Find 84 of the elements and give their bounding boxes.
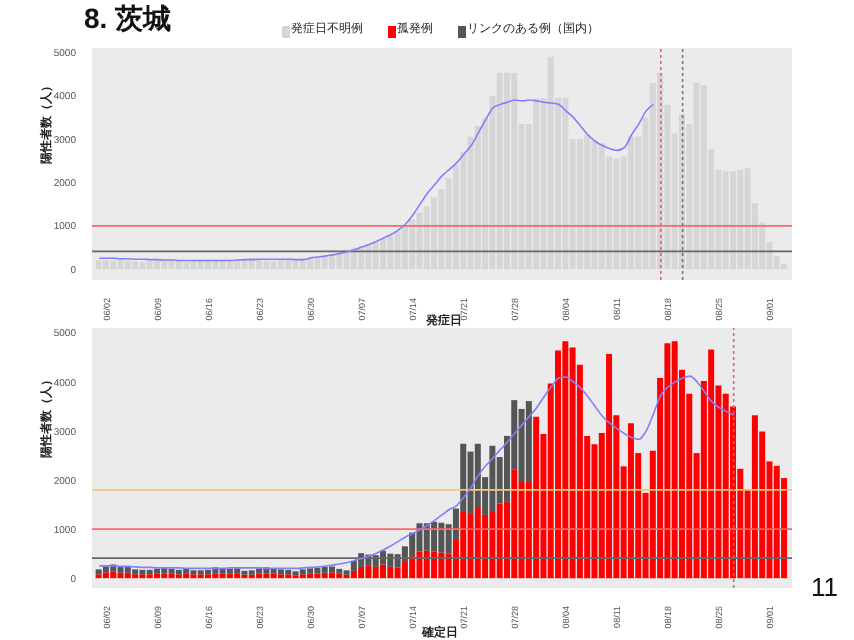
bar — [664, 343, 671, 579]
bar — [773, 465, 780, 579]
bar — [525, 401, 532, 483]
bar — [496, 503, 503, 579]
bar — [438, 522, 445, 553]
bar — [124, 566, 131, 573]
bar — [533, 416, 540, 579]
bar — [518, 408, 525, 483]
bar — [153, 573, 160, 579]
bar — [394, 567, 401, 579]
bar — [671, 341, 678, 579]
bar — [606, 354, 613, 579]
bar — [139, 569, 146, 575]
bar — [146, 569, 153, 575]
bar — [226, 573, 233, 579]
bar — [467, 513, 474, 579]
bar — [183, 568, 190, 574]
bar — [328, 566, 335, 573]
bar — [722, 393, 729, 579]
bar — [751, 415, 758, 579]
bar — [627, 423, 634, 579]
bar — [387, 566, 394, 579]
bar — [256, 573, 263, 579]
bar — [336, 568, 343, 574]
bar — [314, 567, 321, 574]
bar — [336, 573, 343, 579]
bar — [474, 507, 481, 579]
bar — [423, 550, 430, 579]
bar — [438, 552, 445, 579]
bar — [307, 568, 314, 574]
line-series — [98, 99, 655, 262]
bar — [205, 569, 212, 575]
bar — [226, 568, 233, 574]
bar — [307, 258, 314, 270]
text: 11 — [811, 572, 838, 602]
bar — [263, 573, 270, 579]
bar — [511, 469, 518, 579]
bar — [117, 572, 124, 579]
bar — [467, 451, 474, 514]
bar — [110, 571, 117, 579]
bar — [489, 511, 496, 579]
bar — [95, 569, 102, 575]
bar — [372, 566, 379, 579]
bar — [153, 568, 160, 574]
bar — [328, 572, 335, 579]
bar — [124, 572, 131, 579]
bar — [168, 568, 175, 574]
bar — [321, 572, 328, 579]
bar — [314, 573, 321, 579]
bar — [708, 349, 715, 579]
bar — [431, 521, 438, 552]
bar — [562, 341, 569, 579]
bar — [102, 572, 109, 579]
bar — [95, 260, 102, 270]
chart-title: 8. 茨城 — [84, 2, 172, 38]
bar — [474, 443, 481, 508]
bar — [321, 566, 328, 573]
bar — [431, 551, 438, 579]
bar — [161, 573, 168, 579]
bar — [183, 573, 190, 579]
bar — [175, 569, 182, 575]
bar — [569, 347, 576, 579]
bar — [277, 569, 284, 575]
bar — [482, 514, 489, 579]
bar — [307, 573, 314, 579]
bar — [270, 573, 277, 579]
bar — [234, 573, 241, 579]
bar — [132, 569, 139, 575]
bar — [416, 551, 423, 579]
bar — [358, 566, 365, 579]
bar — [409, 556, 416, 579]
bar — [380, 564, 387, 579]
bar — [299, 569, 306, 575]
bar — [285, 569, 292, 575]
bar — [219, 573, 226, 579]
bar — [212, 573, 219, 579]
line-series — [98, 375, 735, 570]
bar — [350, 561, 357, 571]
bar — [168, 573, 175, 579]
bar — [350, 570, 357, 579]
bar — [365, 565, 372, 579]
bar — [460, 511, 467, 579]
bar — [489, 445, 496, 512]
bar — [401, 562, 408, 579]
